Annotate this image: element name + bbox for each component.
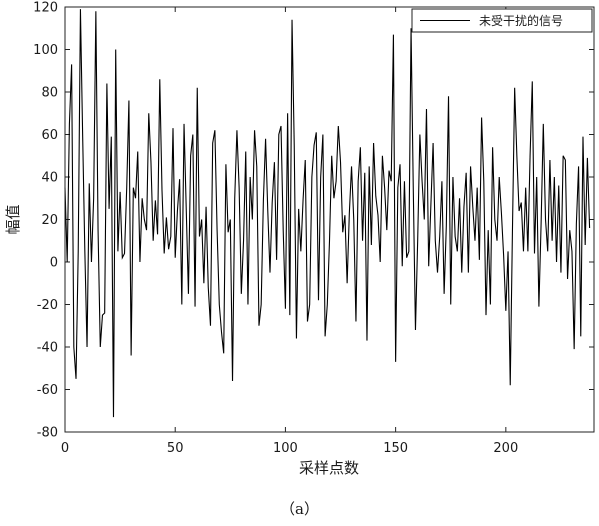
y-tick-label: -80	[37, 426, 58, 441]
legend: 未受干扰的信号	[412, 9, 592, 32]
y-tick-label: -20	[37, 298, 58, 313]
y-tick-label: 120	[33, 1, 58, 16]
x-tick-label: 50	[167, 441, 184, 456]
y-tick-label: 0	[50, 256, 58, 271]
x-tick-label: 200	[493, 441, 518, 456]
signal-series-line	[65, 9, 590, 417]
x-tick-label: 0	[61, 441, 69, 456]
y-tick-label: 80	[41, 86, 58, 101]
y-tick-label: 60	[41, 128, 58, 143]
x-tick-label: 100	[273, 441, 298, 456]
y-tick-label: -40	[37, 341, 58, 356]
y-tick-label: 40	[41, 171, 58, 186]
y-tick-label: 100	[33, 43, 58, 58]
y-axis-label: 幅值	[4, 204, 22, 234]
x-tick-label: 150	[383, 441, 408, 456]
x-axis-label: 采样点数	[299, 459, 359, 477]
series-layer	[65, 9, 590, 417]
legend-entry-label: 未受干扰的信号	[479, 13, 563, 28]
y-tick-label: 20	[41, 213, 58, 228]
y-tick-label: -60	[37, 383, 58, 398]
figure-caption: （a）	[0, 498, 599, 519]
